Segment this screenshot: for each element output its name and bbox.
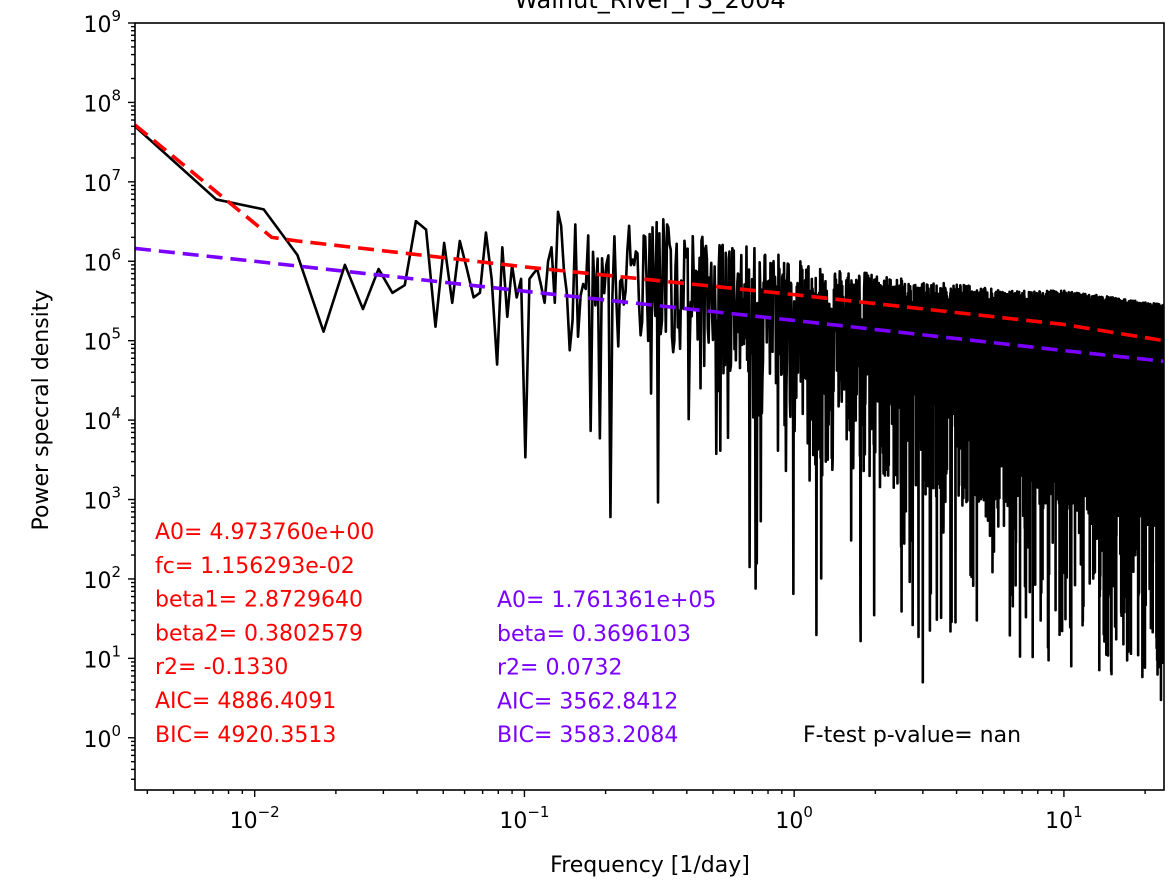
y-tick-exp: 9 <box>111 7 121 25</box>
y-tick-label: 107 <box>83 166 121 197</box>
y-tick-base: 10 <box>83 728 111 753</box>
y-tick-exp: 2 <box>111 563 121 581</box>
y-tick-base: 10 <box>83 251 111 276</box>
y-tick-base: 10 <box>83 172 111 197</box>
x-tick-exp: −1 <box>527 803 549 821</box>
y-tick-label: 104 <box>83 404 121 435</box>
x-tick-label: 101 <box>1045 803 1083 834</box>
psd-series-line <box>135 125 1164 702</box>
y-tick-base: 10 <box>83 569 111 594</box>
y-tick-exp: 6 <box>111 245 121 263</box>
y-tick-label: 101 <box>83 642 121 673</box>
y-tick-exp: 0 <box>111 722 121 740</box>
y-tick-base: 10 <box>83 13 111 38</box>
purple-fit-annotation: beta= 0.3696103 <box>497 622 691 647</box>
y-tick-label: 100 <box>83 722 121 753</box>
y-tick-label: 109 <box>83 7 121 38</box>
y-tick-base: 10 <box>83 331 111 356</box>
purple-fit-annotation: AIC= 3562.8412 <box>497 689 678 714</box>
red-fit-annotation: r2= -0.1330 <box>155 655 288 680</box>
y-tick-label: 102 <box>83 563 121 594</box>
x-tick-exp: −2 <box>258 803 280 821</box>
y-tick-label: 103 <box>83 484 121 515</box>
y-tick-exp: 4 <box>111 404 121 422</box>
powerlaw-fit-line <box>135 246 1164 364</box>
y-axis-label: Power specral density <box>29 290 54 531</box>
plot-frame <box>134 22 1165 791</box>
x-tick-base: 10 <box>775 809 803 834</box>
ftest-annotation: F-test p-value= nan <box>803 723 1021 748</box>
red-fit-annotation: AIC= 4886.4091 <box>155 689 336 714</box>
purple-fit-annotation: r2= 0.0732 <box>497 656 622 681</box>
x-tick-label: 100 <box>775 803 813 834</box>
y-tick-base: 10 <box>83 92 111 117</box>
purple-fit-annotation: BIC= 3583.2084 <box>497 723 678 748</box>
y-tick-exp: 8 <box>111 86 121 104</box>
red-fit-annotation: fc= 1.156293e-02 <box>155 554 355 579</box>
purple-fit-annotation: A0= 1.761361e+05 <box>497 588 716 613</box>
y-tick-label: 106 <box>83 245 121 276</box>
red-fit-annotation: beta1= 2.8729640 <box>155 588 363 613</box>
y-tick-base: 10 <box>83 410 111 435</box>
x-axis-label: Frequency [1/day] <box>550 853 750 878</box>
red-fit-annotation: BIC= 4920.3513 <box>155 723 336 748</box>
x-tick-exp: 0 <box>803 803 813 821</box>
bending-powerlaw-fit-line <box>135 123 1164 343</box>
x-tick-exp: 1 <box>1073 803 1083 821</box>
y-tick-exp: 7 <box>111 166 121 184</box>
red-fit-annotation: A0= 4.973760e+00 <box>155 520 374 545</box>
y-tick-exp: 3 <box>111 484 121 502</box>
x-tick-label: 10−2 <box>230 803 280 834</box>
x-tick-label: 10−1 <box>499 803 549 834</box>
y-tick-label: 108 <box>83 86 121 117</box>
y-tick-base: 10 <box>83 490 111 515</box>
y-tick-exp: 5 <box>111 325 121 343</box>
y-tick-base: 10 <box>83 648 111 673</box>
red-fit-annotation: beta2= 0.3802579 <box>155 621 363 646</box>
x-tick-base: 10 <box>499 809 527 834</box>
x-tick-base: 10 <box>230 809 258 834</box>
x-tick-base: 10 <box>1045 809 1073 834</box>
chart-title: Walnut_River_FS_2004 <box>514 0 785 14</box>
y-tick-exp: 1 <box>111 642 121 660</box>
y-tick-label: 105 <box>83 325 121 356</box>
